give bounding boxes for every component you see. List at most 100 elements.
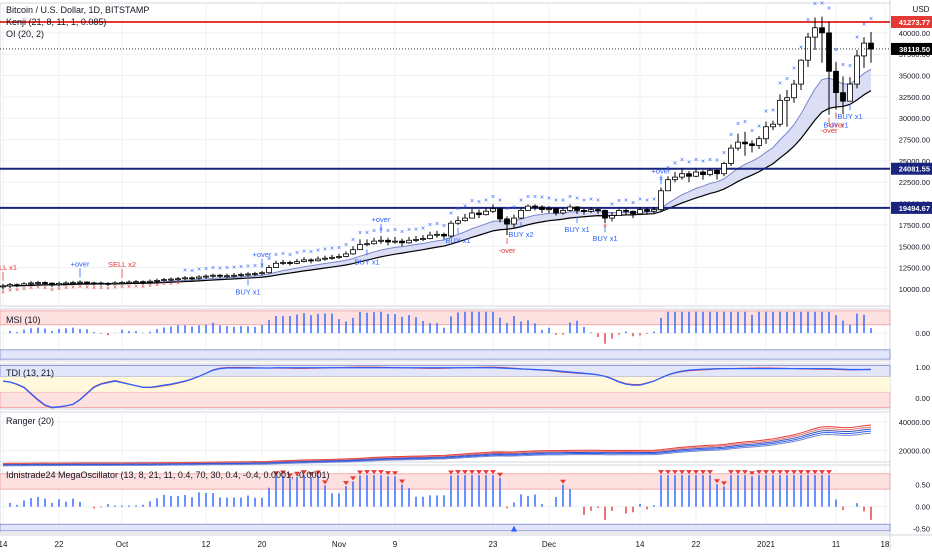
candle-body[interactable] <box>602 210 608 219</box>
candle-body[interactable] <box>266 267 272 274</box>
candle-body[interactable] <box>462 217 468 222</box>
candle-body[interactable] <box>357 244 363 251</box>
candle-body[interactable] <box>413 239 419 241</box>
candle-body[interactable] <box>91 282 97 285</box>
candle-body[interactable] <box>448 222 454 237</box>
candle-body[interactable] <box>490 208 496 212</box>
candle-body[interactable] <box>700 171 706 175</box>
candle-body[interactable] <box>133 281 139 284</box>
candle-body[interactable] <box>420 238 426 240</box>
candle-body[interactable] <box>126 281 132 284</box>
candle-body[interactable] <box>14 284 20 287</box>
candle-body[interactable] <box>623 210 629 212</box>
candle-body[interactable] <box>686 173 692 177</box>
candle-body[interactable] <box>616 210 622 216</box>
candle-body[interactable] <box>630 210 636 215</box>
candle-body[interactable] <box>259 272 265 275</box>
candle-body[interactable] <box>77 281 83 284</box>
candle-body[interactable] <box>553 208 559 214</box>
candle-body[interactable] <box>483 210 489 216</box>
candle-body[interactable] <box>392 240 398 243</box>
candle-body[interactable] <box>847 83 853 102</box>
candle-body[interactable] <box>434 233 440 236</box>
candle-body[interactable] <box>707 169 713 175</box>
candle-body[interactable] <box>735 141 741 149</box>
candle-body[interactable] <box>637 209 643 215</box>
candle-body[interactable] <box>833 70 839 94</box>
candle-body[interactable] <box>511 217 517 225</box>
candle-body[interactable] <box>35 282 41 284</box>
candle-body[interactable] <box>770 123 776 128</box>
candle-body[interactable] <box>595 209 601 211</box>
candle-body[interactable] <box>819 27 825 34</box>
candle-body[interactable] <box>560 210 566 214</box>
candle-body[interactable] <box>546 208 552 211</box>
candle-body[interactable] <box>742 141 748 145</box>
candle-body[interactable] <box>679 173 685 178</box>
candle-body[interactable] <box>651 209 657 212</box>
candle-body[interactable] <box>518 210 524 219</box>
candle-body[interactable] <box>644 209 650 212</box>
candle-body[interactable] <box>588 209 594 212</box>
candle-body[interactable] <box>203 275 209 278</box>
candle-body[interactable] <box>749 143 755 146</box>
candle-body[interactable] <box>721 163 727 175</box>
candle-body[interactable] <box>532 205 538 208</box>
candle-body[interactable] <box>0 285 6 288</box>
candle-body[interactable] <box>287 262 293 264</box>
candle-body[interactable] <box>476 212 482 216</box>
candle-body[interactable] <box>567 206 573 211</box>
candle-body[interactable] <box>168 278 174 281</box>
candle-body[interactable] <box>399 240 405 244</box>
candle-body[interactable] <box>42 282 48 284</box>
candle-body[interactable] <box>189 277 195 280</box>
candle-body[interactable] <box>371 240 377 245</box>
candle-body[interactable] <box>63 282 69 285</box>
candle-body[interactable] <box>406 239 412 244</box>
candle-body[interactable] <box>329 256 335 259</box>
candle-body[interactable] <box>658 190 664 210</box>
candle-body[interactable] <box>756 138 762 146</box>
candle-body[interactable] <box>336 256 342 258</box>
candle-body[interactable] <box>581 210 587 212</box>
candle-body[interactable] <box>497 208 503 220</box>
candle-body[interactable] <box>840 92 846 102</box>
candle-body[interactable] <box>308 259 314 262</box>
candle-body[interactable] <box>609 215 615 219</box>
candle-body[interactable] <box>777 99 783 125</box>
candle-body[interactable] <box>21 283 27 286</box>
candle-body[interactable] <box>427 234 433 239</box>
candle-body[interactable] <box>301 259 307 263</box>
candle-body[interactable] <box>665 179 671 192</box>
candle-body[interactable] <box>84 281 90 284</box>
candle-body[interactable] <box>98 282 104 285</box>
candle-body[interactable] <box>672 176 678 181</box>
candle-body[interactable] <box>273 262 279 268</box>
candle-body[interactable] <box>161 279 167 281</box>
candle-body[interactable] <box>441 233 447 237</box>
candle-body[interactable] <box>49 282 55 286</box>
candle-body[interactable] <box>245 273 251 276</box>
candle-body[interactable] <box>574 206 580 211</box>
candle-body[interactable] <box>105 282 111 285</box>
candle-body[interactable] <box>210 274 216 277</box>
candle-body[interactable] <box>763 126 769 140</box>
candle-body[interactable] <box>826 32 832 72</box>
candle-body[interactable] <box>504 218 510 225</box>
candle-body[interactable] <box>385 239 391 243</box>
candle-body[interactable] <box>455 220 461 224</box>
candle-body[interactable] <box>791 83 797 99</box>
candle-body[interactable] <box>315 258 321 262</box>
candle-body[interactable] <box>154 279 160 282</box>
candle-body[interactable] <box>175 278 181 281</box>
candle-body[interactable] <box>798 59 804 85</box>
candle-body[interactable] <box>784 97 790 101</box>
candle-body[interactable] <box>224 275 230 278</box>
candle-body[interactable] <box>812 27 818 38</box>
candle-body[interactable] <box>861 42 867 57</box>
candle-body[interactable] <box>539 206 545 210</box>
candle-body[interactable] <box>70 282 76 284</box>
candle-body[interactable] <box>28 282 34 285</box>
candle-body[interactable] <box>112 282 118 285</box>
